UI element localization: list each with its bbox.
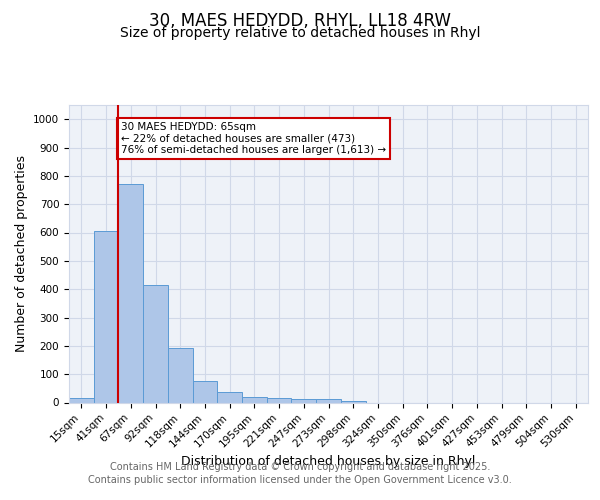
Bar bbox=[94, 231, 118, 402]
Bar bbox=[292, 399, 316, 402]
Text: 30 MAES HEDYDD: 65sqm
← 22% of detached houses are smaller (473)
76% of semi-det: 30 MAES HEDYDD: 65sqm ← 22% of detached … bbox=[121, 122, 386, 155]
Bar bbox=[69, 398, 94, 402]
Y-axis label: Number of detached properties: Number of detached properties bbox=[14, 155, 28, 352]
Bar bbox=[217, 392, 242, 402]
Bar bbox=[316, 399, 341, 402]
Text: Contains public sector information licensed under the Open Government Licence v3: Contains public sector information licen… bbox=[88, 475, 512, 485]
Text: 30, MAES HEDYDD, RHYL, LL18 4RW: 30, MAES HEDYDD, RHYL, LL18 4RW bbox=[149, 12, 451, 30]
Bar bbox=[193, 381, 217, 402]
Bar bbox=[118, 184, 143, 402]
Bar bbox=[341, 400, 365, 402]
Bar bbox=[168, 348, 193, 403]
Text: Contains HM Land Registry data © Crown copyright and database right 2025.: Contains HM Land Registry data © Crown c… bbox=[110, 462, 490, 472]
Text: Size of property relative to detached houses in Rhyl: Size of property relative to detached ho… bbox=[120, 26, 480, 40]
Bar bbox=[267, 398, 292, 402]
Bar bbox=[242, 398, 267, 402]
Bar bbox=[143, 285, 168, 403]
X-axis label: Distribution of detached houses by size in Rhyl: Distribution of detached houses by size … bbox=[181, 454, 476, 468]
